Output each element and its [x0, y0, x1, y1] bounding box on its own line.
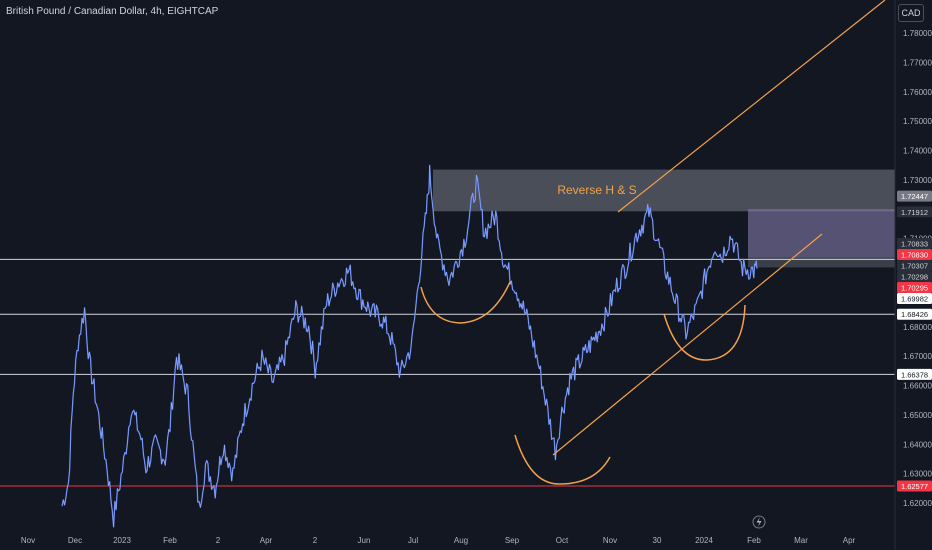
time-tick-label: Oct	[556, 536, 569, 545]
price-tag-label: 1.70298	[901, 273, 928, 282]
lightning-glyph-icon	[756, 517, 762, 527]
upper-trendline[interactable]	[617, 0, 886, 213]
currency-button[interactable]: CAD	[898, 4, 924, 22]
price-tick-label: 1.67000	[903, 352, 932, 361]
price-tag-dark	[897, 206, 932, 218]
price-tag-label: 1.71912	[901, 208, 928, 217]
price-tag-label: 1.70830	[901, 251, 928, 260]
price-tag-label: 1.66378	[901, 370, 928, 379]
price-tag-white	[897, 368, 932, 380]
time-tick-label: 2024	[695, 536, 713, 545]
lower-trendline[interactable]	[552, 233, 823, 456]
price-tick-label: 1.63000	[903, 470, 932, 479]
price-tick-label: 1.78000	[903, 29, 932, 38]
upper-resistance-zone[interactable]	[433, 169, 895, 212]
time-tick-label: Feb	[747, 536, 761, 545]
time-tick-label: Mar	[794, 536, 808, 545]
drawings-layer[interactable]	[420, 0, 886, 485]
price-tag-dark	[897, 238, 932, 250]
price-tick-label: 1.75000	[903, 117, 932, 126]
price-tag-label: 1.70833	[901, 240, 928, 249]
time-tick-label: Sep	[505, 536, 520, 545]
price-tag-gray	[897, 190, 932, 202]
price-tick-label: 1.77000	[903, 58, 932, 67]
price-tag-dark	[897, 271, 932, 283]
target-zone[interactable]	[748, 209, 895, 258]
price-tag-label: 1.72447	[901, 192, 928, 201]
price-tick-label: 1.73000	[903, 176, 932, 185]
pattern-label: Reverse H & S	[557, 183, 636, 197]
time-tick-label: 30	[653, 536, 662, 545]
price-tag-red	[897, 249, 932, 261]
price-tag-red	[897, 480, 932, 492]
head-arc[interactable]	[514, 434, 611, 485]
price-tag-white	[897, 293, 932, 305]
price-tick-label: 1.64000	[903, 440, 932, 449]
symbol-title[interactable]: British Pound / Canadian Dollar, 4h, EIG…	[6, 6, 219, 17]
price-tick-label: 1.76000	[903, 88, 932, 97]
time-tick-label: 2	[216, 536, 221, 545]
time-tick-label: Jul	[408, 536, 418, 545]
time-tick-label: 2023	[113, 536, 131, 545]
time-tick-label: Aug	[454, 536, 468, 545]
price-tag-red	[897, 282, 932, 294]
time-axis[interactable]: Nov Dec 2023 Feb 2 Apr 2 Jun Jul Aug Sep Oct Nov 30 20…	[21, 515, 856, 545]
lightning-icon[interactable]	[752, 515, 766, 529]
price-tick-label: 1.68000	[903, 323, 932, 332]
price-tick-label: 1.62000	[903, 499, 932, 508]
price-tick-label: 1.74000	[903, 147, 932, 156]
right-shoulder-arc[interactable]	[663, 304, 746, 361]
time-tick-label: Jun	[358, 536, 371, 545]
price-tick-label: 1.65000	[903, 411, 932, 420]
price-tag-dark	[897, 260, 932, 272]
price-tag-label: 1.69982	[901, 295, 928, 304]
price-tag-white	[897, 308, 932, 320]
price-tick-label: 1.66000	[903, 382, 932, 391]
time-tick-label: 2	[313, 536, 318, 545]
time-tick-label: Nov	[21, 536, 35, 545]
price-tag-label: 1.62577	[901, 482, 928, 491]
time-tick-label: Dec	[68, 536, 82, 545]
time-tick-label: Apr	[843, 536, 856, 545]
price-tag-label: 1.70307	[901, 262, 928, 271]
series-layer	[61, 164, 758, 528]
time-tick-label: Feb	[163, 536, 177, 545]
price-series-line	[61, 164, 758, 528]
price-tag-label: 1.70295	[901, 284, 928, 293]
time-tick-label: Apr	[260, 536, 273, 545]
price-axis[interactable]: 1.78000 1.77000 1.76000 1.75000 1.74000 1.730…	[894, 0, 932, 550]
left-shoulder-arc[interactable]	[420, 281, 511, 324]
price-tag-label: 1.68426	[901, 310, 928, 319]
levels-layer	[0, 258, 895, 487]
price-series-highlight	[61, 165, 758, 527]
stop-zone[interactable]	[748, 257, 895, 268]
time-tick-label: Nov	[603, 536, 617, 545]
zones-layer: Reverse H & S	[433, 169, 895, 268]
